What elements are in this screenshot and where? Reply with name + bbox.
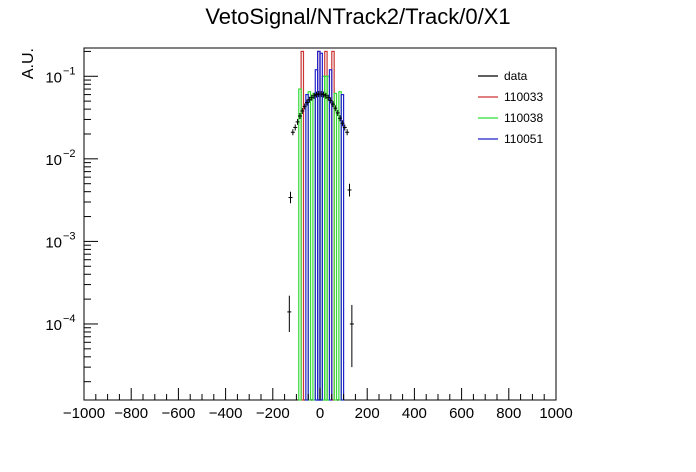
data-point	[333, 105, 338, 112]
x-tick-label: 800	[496, 405, 521, 422]
data-point	[342, 124, 347, 131]
data-point	[293, 124, 298, 131]
y-tick-exponent: −1	[63, 65, 76, 77]
x-tick-label: −1000	[63, 405, 105, 422]
legend-label: 110038	[504, 111, 543, 125]
data-point	[326, 94, 331, 101]
legend-item-110033: 110033	[478, 90, 543, 104]
y-tick-label: 10	[45, 234, 62, 251]
y-axis-label: A.U.	[20, 48, 37, 79]
data-point	[345, 129, 350, 136]
y-tick-exponent: −3	[63, 230, 76, 242]
data-point	[314, 91, 319, 98]
legend-label: 110051	[504, 132, 543, 146]
data-point	[295, 118, 300, 125]
data-point	[288, 191, 293, 204]
legend-item-data: data	[478, 69, 528, 83]
data-point	[312, 92, 317, 99]
data-points	[287, 90, 354, 368]
data-point	[319, 90, 324, 97]
x-tick-label: −200	[256, 405, 290, 422]
data-point	[309, 94, 314, 101]
x-tick-label: 1000	[539, 405, 572, 422]
data-point	[302, 103, 307, 110]
data-point	[290, 129, 295, 136]
data-point	[347, 183, 352, 197]
data-point	[287, 295, 292, 332]
data-point	[330, 101, 335, 108]
legend-item-110038: 110038	[478, 111, 543, 125]
data-point	[300, 107, 305, 114]
data-point	[321, 91, 326, 98]
data-point	[323, 92, 328, 99]
data-point	[328, 97, 333, 104]
x-tick-label: 200	[355, 405, 380, 422]
legend-item-110051: 110051	[478, 132, 543, 146]
x-tick-label: −800	[114, 405, 148, 422]
y-tick-exponent: −2	[63, 148, 76, 160]
x-tick-label: −600	[162, 405, 196, 422]
legend-label: 110033	[504, 90, 543, 104]
y-axis: 10−410−310−210−1	[45, 50, 98, 383]
x-axis: −1000 −800 −600 −400 −200 0 200 400 600 800 1000	[63, 388, 573, 422]
legend-label: data	[504, 69, 528, 83]
y-tick-label: 10	[45, 317, 62, 334]
x-tick-label: 400	[402, 405, 427, 422]
histogram-bar-110038	[333, 92, 338, 401]
y-tick-label: 10	[45, 152, 62, 169]
data-point	[338, 115, 343, 122]
x-tick-label: 600	[449, 405, 474, 422]
data-point	[305, 99, 310, 106]
histogram-bar-110051	[319, 52, 323, 401]
x-tick-label: −400	[209, 405, 243, 422]
mc-histograms	[298, 50, 345, 401]
y-tick-exponent: −4	[63, 313, 76, 325]
histogram-bar-110038	[298, 88, 302, 401]
histogram-bar-110051	[305, 93, 309, 401]
chart-title: VetoSignal/NTrack2/Track/0/X1	[205, 4, 510, 29]
data-point	[297, 113, 302, 120]
histogram-bar-110051	[340, 93, 345, 401]
data-point	[340, 120, 345, 127]
data-point	[349, 304, 354, 368]
y-tick-label: 10	[45, 69, 62, 86]
data-point	[335, 109, 340, 116]
data-point	[307, 96, 312, 103]
x-tick-label: 0	[316, 405, 324, 422]
histogram-bar-110051	[328, 69, 333, 401]
legend: data 110033 110038 110051	[478, 69, 543, 146]
